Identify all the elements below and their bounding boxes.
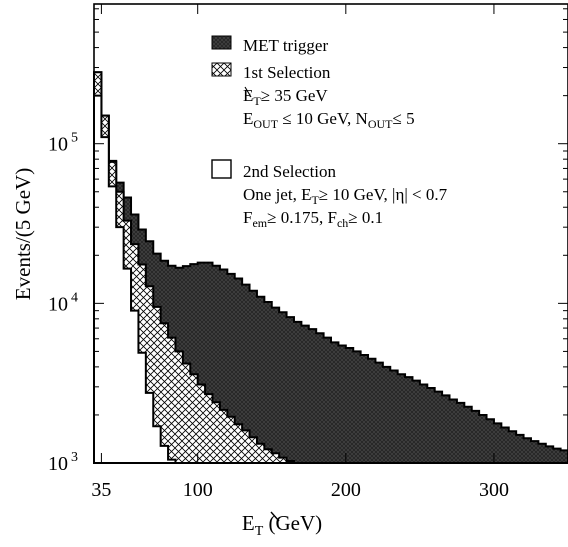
y-tick-label: 10 5 xyxy=(48,131,78,156)
legend-cut-1st-line1: ET≥ 35 GeV xyxy=(243,86,328,108)
series-met-trigger xyxy=(93,71,568,464)
y-tick-label: 10 4 xyxy=(48,290,78,315)
legend-label-2nd-selection: 2nd Selection xyxy=(243,162,337,181)
legend-cut-2nd-line2: Fem≥ 0.175, Fch≥ 0.1 xyxy=(243,208,383,230)
y-tick-label: 10 3 xyxy=(48,450,78,475)
x-axis-title-main: E xyxy=(242,511,255,535)
x-tick-label: 300 xyxy=(479,479,509,501)
legend-label-1st-selection: 1st Selection xyxy=(243,63,331,82)
x-axis-title-unit: (GeV) xyxy=(263,511,322,535)
x-axis-title: ET (GeV) xyxy=(242,511,322,539)
x-tick-label: 200 xyxy=(331,479,361,501)
legend: MET trigger 1st Selection ET≥ 35 GeV EOU… xyxy=(211,35,448,230)
series-layer xyxy=(93,71,568,464)
x-tick-label: 100 xyxy=(183,479,213,501)
legend-cut-1st-slash xyxy=(244,86,252,98)
legend-cut-1st-line2: EOUT ≤ 10 GeV, NOUT≤ 5 xyxy=(243,109,415,131)
legend-swatch-2nd-selection xyxy=(211,159,232,179)
series-2nd-selection xyxy=(93,94,183,464)
x-axis-title-slash xyxy=(270,511,280,522)
y-axis-title: Events/(5 GeV) xyxy=(11,168,35,300)
x-tick-label: 35 xyxy=(91,479,111,501)
legend-label-met-trigger: MET trigger xyxy=(243,36,328,55)
legend-swatch-1st-selection xyxy=(211,62,232,77)
plot-frame xyxy=(93,3,568,464)
legend-swatch-met-trigger xyxy=(211,35,232,50)
legend-cut-2nd-line1: One jet, ET≥ 10 GeV, |η| < 0.7 xyxy=(243,185,448,207)
series-1st-selection xyxy=(93,71,309,464)
x-axis-title-sub: T xyxy=(255,524,264,539)
